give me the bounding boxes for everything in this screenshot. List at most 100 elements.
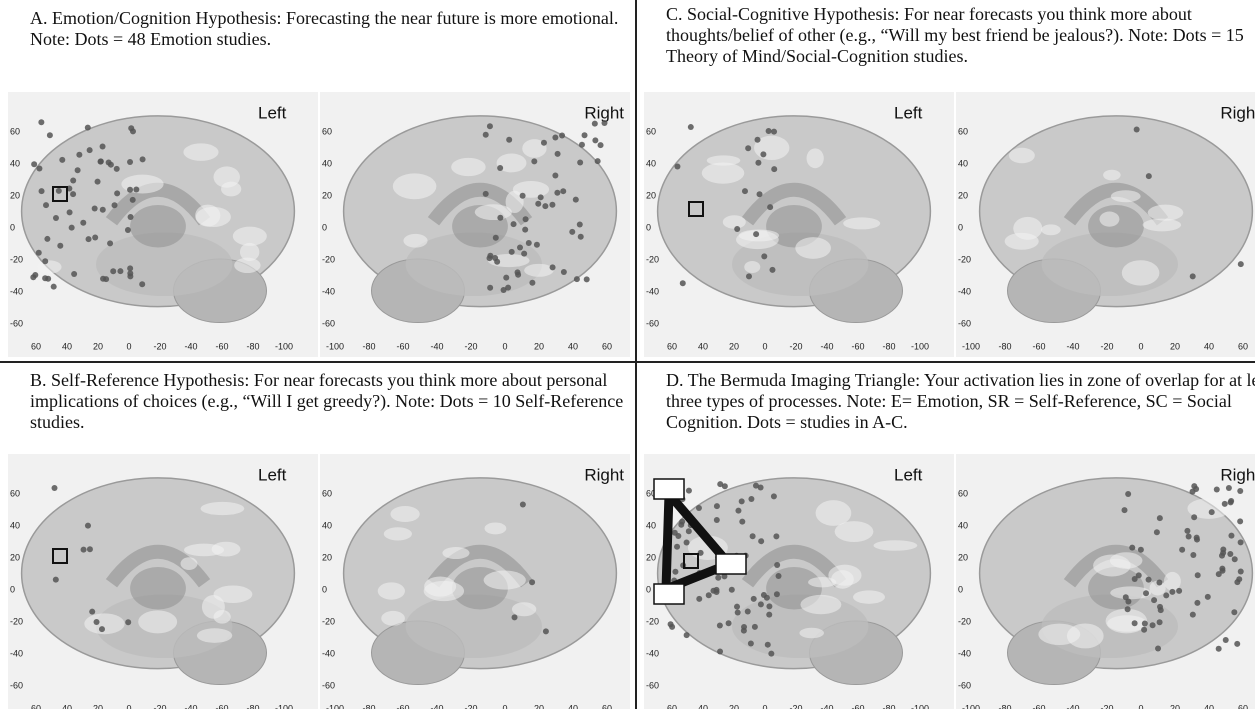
x-tick-label: -20	[1100, 341, 1113, 351]
study-dot	[1237, 518, 1243, 524]
study-dot	[133, 186, 139, 192]
x-tick-label: -80	[246, 341, 259, 351]
study-dot	[1223, 637, 1229, 643]
x-tick-label: -20	[1100, 703, 1113, 709]
y-tick-label: 40	[646, 520, 656, 530]
study-dot	[521, 251, 527, 257]
x-tick-label: -80	[362, 703, 375, 709]
y-tick-label: 0	[646, 222, 651, 232]
brain-patch	[424, 581, 464, 601]
study-dot	[582, 132, 588, 138]
x-tick-label: 40	[1204, 341, 1214, 351]
figure: A. Emotion/Cognition Hypothesis: Forecas…	[0, 0, 1255, 709]
study-dot	[766, 128, 772, 134]
study-dot	[1237, 488, 1243, 494]
study-dot	[517, 244, 523, 250]
y-tick-label: 0	[322, 222, 327, 232]
y-tick-label: 40	[10, 520, 20, 530]
brain-patch	[1148, 205, 1184, 221]
brain-patch	[1103, 170, 1121, 181]
x-tick-label: -40	[1066, 703, 1079, 709]
brain-patch	[196, 207, 231, 227]
study-dot	[569, 229, 575, 235]
x-tick-label: -100	[275, 703, 293, 709]
x-tick-label: -60	[396, 341, 409, 351]
x-tick-label: 20	[1170, 341, 1180, 351]
y-tick-label: -60	[646, 680, 659, 690]
study-dot	[529, 280, 535, 286]
y-tick-label: 20	[646, 190, 656, 200]
study-dot	[1138, 547, 1144, 553]
study-dot	[668, 621, 674, 627]
study-dot	[67, 209, 73, 215]
study-dot	[735, 508, 741, 514]
study-dot	[764, 595, 770, 601]
study-dot	[726, 620, 732, 626]
brain-patch	[233, 227, 267, 246]
y-tick-label: -60	[322, 680, 335, 690]
brain-patch	[214, 586, 253, 603]
brain-patch	[384, 527, 412, 540]
y-tick-label: 40	[958, 158, 968, 168]
study-dot	[125, 619, 131, 625]
study-dot	[774, 591, 780, 597]
brain-patch	[475, 204, 512, 220]
study-dot	[757, 191, 763, 197]
study-dot	[531, 158, 537, 164]
y-tick-label: -60	[958, 680, 971, 690]
study-dot	[130, 197, 136, 203]
study-dot	[686, 488, 692, 494]
y-tick-label: 20	[10, 190, 20, 200]
y-tick-label: -20	[322, 616, 335, 626]
y-tick-label: 20	[322, 552, 332, 562]
study-dot	[94, 619, 100, 625]
study-dot	[688, 124, 694, 130]
study-dot	[1146, 173, 1152, 179]
study-dot	[1191, 514, 1197, 520]
study-dot	[550, 264, 556, 270]
brain-patch	[707, 155, 741, 165]
label-box	[654, 584, 684, 604]
study-dot	[100, 207, 106, 213]
x-tick-label: -20	[464, 703, 477, 709]
brain-patch	[37, 260, 61, 273]
study-dot	[765, 642, 771, 648]
y-tick-label: -60	[958, 318, 971, 328]
brain-patch	[1164, 572, 1181, 591]
study-dot	[538, 194, 544, 200]
study-dot	[774, 562, 780, 568]
study-dot	[674, 164, 680, 170]
brain-patch	[723, 215, 746, 229]
brain-thalamus	[1088, 205, 1144, 247]
study-dot	[100, 144, 106, 150]
study-dot	[110, 268, 116, 274]
x-tick-label: -20	[464, 341, 477, 351]
study-dot	[43, 202, 49, 208]
y-tick-label: -60	[10, 680, 23, 690]
brain-patch	[1106, 609, 1148, 634]
x-tick-label: -40	[1066, 341, 1079, 351]
study-dot	[717, 648, 723, 654]
study-dot	[1226, 485, 1232, 491]
x-tick-label: 0	[762, 341, 767, 351]
study-dot	[715, 575, 721, 581]
brain-patch	[1143, 219, 1181, 232]
study-dot	[598, 142, 604, 148]
study-dot	[750, 533, 756, 539]
study-dot	[493, 235, 499, 241]
study-dot	[71, 271, 77, 277]
study-dot	[1194, 600, 1200, 606]
x-tick-label: -40	[430, 341, 443, 351]
x-tick-label: 60	[31, 341, 41, 351]
study-dot	[114, 190, 120, 196]
x-tick-label: 0	[502, 703, 507, 709]
x-tick-label: -60	[1032, 703, 1045, 709]
brain-patch	[702, 162, 745, 183]
study-dot	[99, 626, 105, 632]
hemisphere-label: Right	[1220, 103, 1255, 122]
y-tick-label: 60	[958, 126, 968, 136]
brain-patch	[221, 182, 241, 197]
study-dot	[739, 519, 745, 525]
study-dot	[1142, 620, 1148, 626]
study-dot	[44, 236, 50, 242]
